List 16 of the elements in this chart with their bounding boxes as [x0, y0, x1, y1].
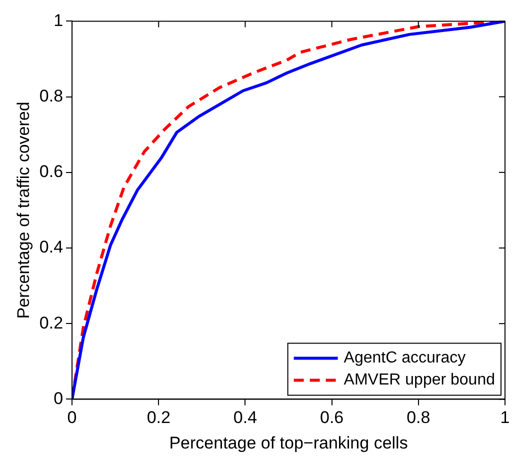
- y-tick-label: 0.8: [39, 86, 64, 106]
- x-tick-label: 0.4: [233, 408, 258, 428]
- y-tick-label: 0: [54, 388, 64, 408]
- legend-label: AMVER upper bound: [344, 372, 495, 389]
- y-axis-title: Percentage of traffic covered: [14, 102, 33, 319]
- legend-label: AgentC accuracy: [344, 350, 466, 367]
- x-axis-title: Percentage of top−ranking cells: [169, 433, 408, 452]
- y-tick-label: 0.2: [39, 313, 64, 332]
- x-tick-label: 0: [67, 408, 77, 428]
- x-tick-label: 1: [500, 408, 510, 428]
- x-tick-label: 0.2: [146, 408, 170, 428]
- y-tick-label: 0.6: [39, 162, 64, 182]
- y-tick-label: 0.4: [39, 238, 64, 257]
- x-tick-label: 0.6: [320, 408, 344, 428]
- x-tick-label: 0.8: [406, 408, 430, 428]
- y-tick-label: 1: [54, 10, 64, 30]
